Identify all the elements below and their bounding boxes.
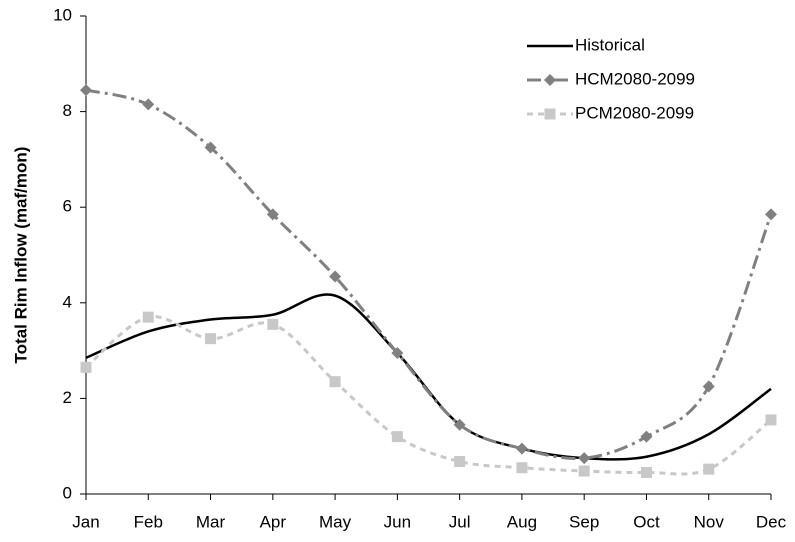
y-axis-label: Total Rim Inflow (maf/mon) bbox=[11, 147, 30, 364]
marker bbox=[329, 376, 341, 388]
x-tick-label: Jul bbox=[449, 512, 471, 531]
marker bbox=[80, 361, 92, 373]
y-tick-label: 0 bbox=[63, 483, 72, 502]
x-tick-label: Sep bbox=[569, 512, 599, 531]
x-tick-label: Aug bbox=[507, 512, 537, 531]
marker bbox=[142, 311, 154, 323]
marker bbox=[454, 455, 466, 467]
y-tick-label: 4 bbox=[63, 292, 72, 311]
series-line bbox=[85, 88, 773, 461]
marker bbox=[703, 463, 715, 475]
marker bbox=[391, 431, 403, 443]
marker bbox=[765, 414, 777, 426]
marker bbox=[205, 333, 217, 345]
marker bbox=[702, 380, 715, 393]
x-tick-label: Dec bbox=[756, 512, 787, 531]
x-tick-label: Oct bbox=[633, 512, 660, 531]
marker bbox=[640, 466, 652, 478]
marker bbox=[578, 465, 590, 477]
marker bbox=[765, 208, 777, 221]
y-tick-label: 10 bbox=[53, 5, 72, 24]
marker bbox=[640, 430, 653, 443]
marker bbox=[391, 346, 404, 359]
marker bbox=[516, 462, 528, 474]
x-tick-label: May bbox=[319, 512, 352, 531]
x-tick-label: Jan bbox=[72, 512, 99, 531]
y-tick-label: 8 bbox=[63, 101, 72, 120]
y-tick-label: 2 bbox=[63, 388, 72, 407]
x-tick-label: Nov bbox=[694, 512, 725, 531]
marker bbox=[578, 452, 591, 465]
x-tick-label: Feb bbox=[134, 512, 163, 531]
marker bbox=[80, 84, 92, 97]
series-line bbox=[85, 315, 772, 476]
marker bbox=[204, 141, 217, 154]
marker bbox=[329, 270, 342, 283]
legend-label: Historical bbox=[575, 35, 645, 54]
marker bbox=[453, 418, 466, 431]
x-tick-label: Mar bbox=[196, 512, 226, 531]
x-tick-label: Apr bbox=[260, 512, 287, 531]
legend-label: HCM2080-2099 bbox=[575, 69, 695, 88]
y-tick-label: 6 bbox=[63, 197, 72, 216]
marker bbox=[267, 318, 279, 330]
marker bbox=[515, 442, 528, 455]
marker bbox=[142, 98, 155, 111]
series-line bbox=[85, 293, 772, 461]
marker bbox=[266, 208, 279, 221]
marker bbox=[544, 108, 556, 120]
legend-label: PCM2080-2099 bbox=[575, 103, 694, 122]
marker bbox=[544, 74, 556, 86]
x-tick-label: Jun bbox=[384, 512, 411, 531]
